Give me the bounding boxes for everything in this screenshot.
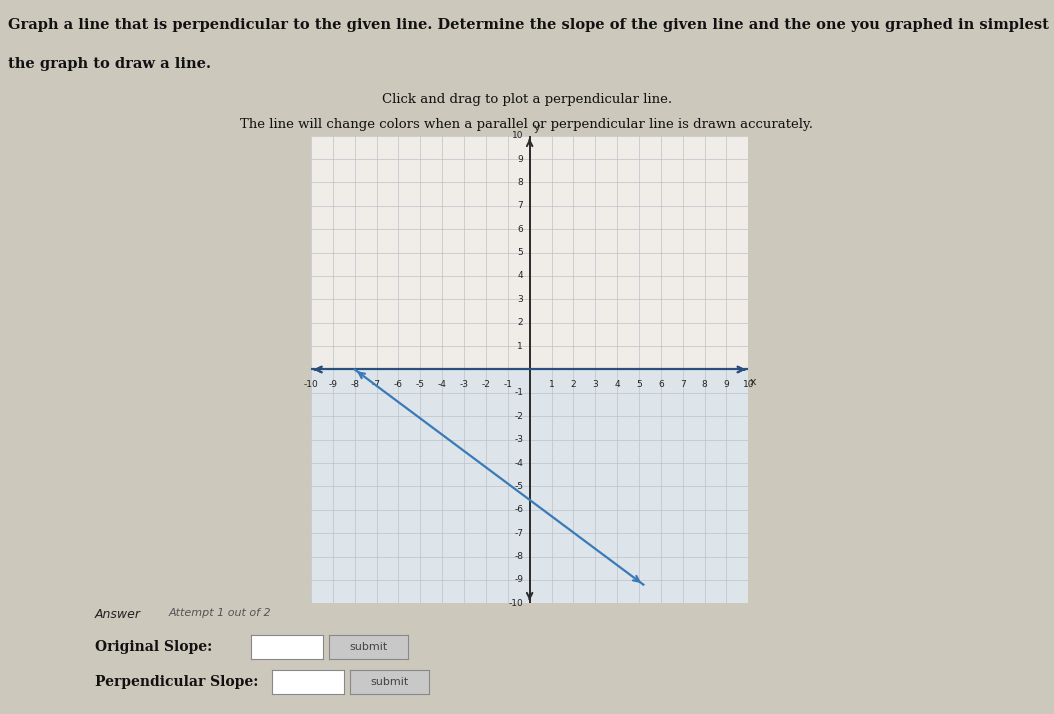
Text: submit: submit [349,642,388,652]
Text: -6: -6 [394,380,403,389]
Text: the graph to draw a line.: the graph to draw a line. [8,57,212,71]
Text: The line will change colors when a parallel or perpendicular line is drawn accur: The line will change colors when a paral… [240,118,814,131]
Text: Graph a line that is perpendicular to the given line. Determine the slope of the: Graph a line that is perpendicular to th… [8,18,1054,32]
Text: -5: -5 [415,380,425,389]
Text: -3: -3 [514,435,523,444]
Text: -9: -9 [328,380,337,389]
Text: 8: 8 [702,380,707,389]
Text: 1: 1 [549,380,554,389]
Text: -1: -1 [514,388,523,398]
Text: -6: -6 [514,506,523,514]
Text: 8: 8 [518,178,523,187]
Text: x: x [749,378,756,388]
Text: -8: -8 [514,552,523,561]
Text: 9: 9 [724,380,729,389]
Text: 3: 3 [518,295,523,304]
Text: 2: 2 [518,318,523,327]
Text: 7: 7 [680,380,685,389]
Text: 9: 9 [518,154,523,164]
Text: 4: 4 [614,380,620,389]
Text: Attempt 1 out of 2: Attempt 1 out of 2 [169,608,271,618]
Text: -7: -7 [514,528,523,538]
Text: -4: -4 [514,458,523,468]
Text: -4: -4 [437,380,447,389]
Text: submit: submit [370,677,409,687]
Text: -5: -5 [514,482,523,491]
Text: -3: -3 [460,380,469,389]
Text: 2: 2 [570,380,577,389]
Text: -2: -2 [514,412,523,421]
Text: 10: 10 [511,131,523,140]
Bar [311,136,748,370]
Text: 5: 5 [518,248,523,257]
Text: -10: -10 [508,599,523,608]
Text: 1: 1 [518,341,523,351]
Text: 7: 7 [518,201,523,211]
Text: -2: -2 [482,380,490,389]
Text: Original Slope:: Original Slope: [95,640,212,655]
Text: Perpendicular Slope:: Perpendicular Slope: [95,675,258,689]
Text: -9: -9 [514,575,523,585]
Text: 5: 5 [637,380,642,389]
Text: -1: -1 [503,380,512,389]
Text: 10: 10 [743,380,754,389]
Bar [311,370,748,603]
Text: y: y [534,124,541,134]
Text: -8: -8 [350,380,359,389]
Text: 6: 6 [658,380,664,389]
Text: -10: -10 [304,380,318,389]
Text: Answer: Answer [95,608,141,621]
Text: Click and drag to plot a perpendicular line.: Click and drag to plot a perpendicular l… [382,93,672,106]
Text: 3: 3 [592,380,598,389]
Text: -7: -7 [372,380,382,389]
Text: 4: 4 [518,271,523,281]
Text: 6: 6 [518,225,523,233]
